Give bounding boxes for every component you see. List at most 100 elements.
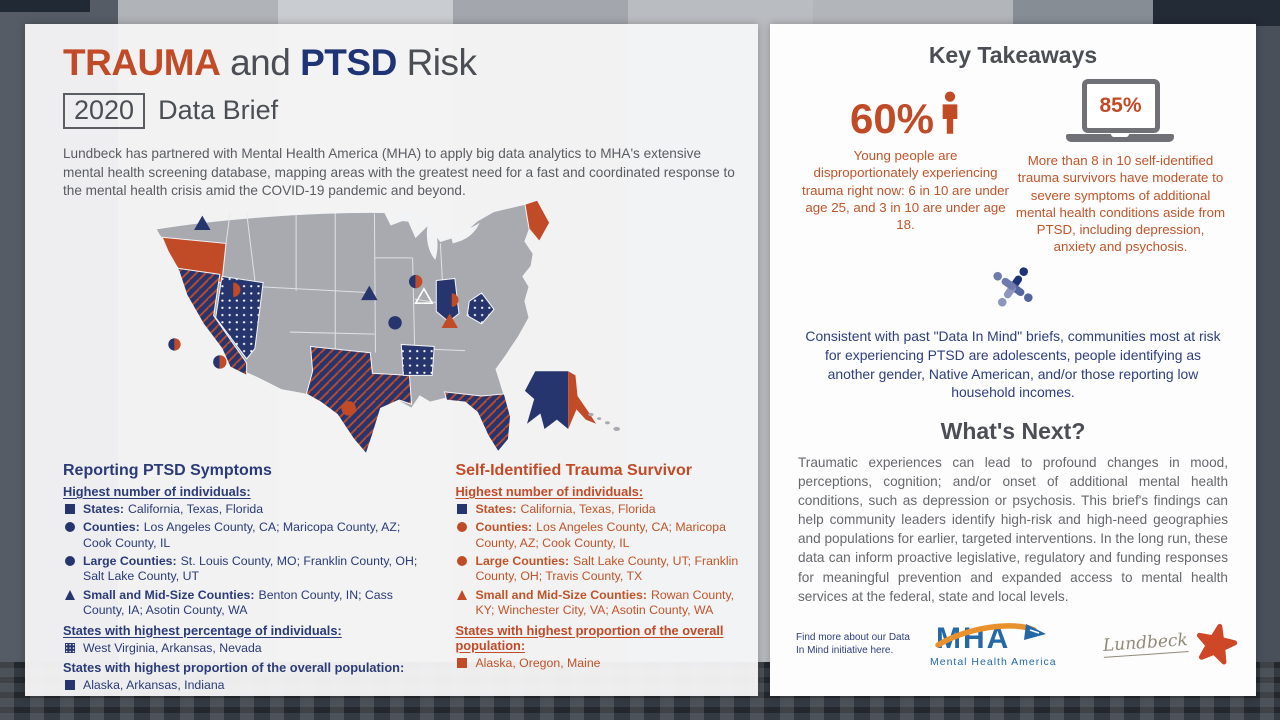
state-hawaii [588, 412, 620, 432]
right-panel: Key Takeaways 60% Young people are dispr… [770, 24, 1256, 696]
state-west-virginia [466, 292, 495, 325]
list-item: Counties: Los Angeles County, CA; Maricop… [63, 520, 430, 551]
section-title: Self-Identified Trauma Survivor [455, 462, 692, 479]
community-icon-wrap [798, 258, 1228, 319]
state-borders [225, 212, 466, 353]
key-takeaways-title: Key Takeaways [928, 42, 1098, 68]
item-text: California, Texas, Florida [520, 502, 656, 516]
lundbeck-logo-text: Lundbeck [1102, 630, 1189, 658]
state-alaska-navy [524, 371, 569, 429]
list-item: Large Counties: St. Louis County, MO; Fra… [63, 554, 430, 585]
list-item: Large Counties: Salt Lake County, UT; Fra… [455, 554, 744, 585]
intro-paragraph: Lundbeck has partnered with Mental Healt… [63, 145, 735, 199]
item-text: Los Angeles County, CA; Maricopa County,… [475, 520, 726, 550]
square-bullet-icon [457, 504, 468, 514]
stat-60-percent: 60% Young people are disproportionately … [798, 75, 1013, 233]
list-item: Counties: Los Angeles County, CA; Maricop… [455, 520, 744, 551]
stat-value: 85% [1099, 94, 1142, 117]
state-california [175, 267, 248, 377]
item-text: Los Angeles County, CA; Maricopa County,… [83, 520, 401, 550]
group-heading: States with highest proportion of the ov… [455, 622, 724, 653]
ptsd-symptoms-section: Reporting PTSD Symptoms Highest number o… [63, 462, 430, 696]
marker-st-louis-county-mo [388, 316, 402, 330]
state-texas [305, 345, 413, 455]
marker-rowan-county-ky [441, 313, 458, 328]
laptop-icon: 85% [1065, 79, 1176, 142]
group-heading: Highest number of individuals: [63, 484, 251, 499]
circle-bullet-icon [457, 522, 468, 533]
consistency-note: Consistent with past "Data In Mind" brie… [805, 327, 1221, 401]
whats-next-body: Traumatic experiences can lead to profou… [798, 455, 1228, 604]
stat-text: More than 8 in 10 self-identified trauma… [1015, 153, 1226, 255]
item-text: St. Louis County, MO; Franklin County, O… [83, 554, 418, 584]
list-item: Small and Mid-Size Counties: Rowan County… [455, 588, 744, 619]
marker-benton-county-in [414, 287, 434, 305]
us-map [123, 196, 663, 464]
year-badge: 2020 [63, 92, 146, 129]
list-item: States: California, Texas, Florida [455, 502, 744, 517]
section-title: Reporting PTSD Symptoms [63, 462, 272, 479]
list-item: Small and Mid-Size Counties: Benton Count… [63, 588, 430, 619]
triangle-bullet-icon [65, 589, 75, 600]
takeaway-stats: 60% Young people are disproportionately … [798, 75, 1228, 256]
map-legend-lists: Reporting PTSD Symptoms Highest number o… [63, 462, 744, 696]
square-bullet-icon [65, 504, 75, 514]
marker-travis-county-tx [341, 401, 356, 416]
stat-value: 60% [849, 95, 935, 143]
item-label: Small and Mid-Size Counties: [475, 587, 647, 602]
subtitle-label: Data Brief [158, 95, 279, 126]
marker-cass-county-ia [361, 285, 378, 301]
people-circle-icon [993, 267, 1033, 307]
item-text: California, Texas, Florida [128, 502, 264, 516]
item-text: Rowan County, KY; Winchester City, VA; A… [475, 587, 735, 618]
square-bullet-icon [457, 657, 468, 668]
item-label: Large Counties: [83, 554, 177, 569]
marker-los-angeles-county-ca [168, 338, 181, 351]
state-nevada [215, 275, 264, 360]
dotted-square-bullet-icon [65, 642, 75, 653]
trauma-survivor-section: Self-Identified Trauma Survivor Highest … [455, 462, 744, 696]
mha-logo-text: Mental Health America [930, 655, 1057, 668]
footer: Find more about our Data In Mind initiat… [796, 620, 1240, 668]
item-label: Counties: [83, 520, 140, 535]
page-title: TRAUMA and PTSD Risk [63, 42, 720, 83]
state-alaska-orange [568, 371, 597, 429]
item-label: Large Counties: [475, 554, 570, 569]
circle-bullet-icon [65, 556, 75, 567]
item-text: West Virginia, Arkansas, Nevada [83, 640, 262, 655]
marker-franklin-county-oh [445, 293, 459, 307]
circle-bullet-icon [65, 522, 75, 533]
us-map-svg [155, 199, 620, 455]
list-item: West Virginia, Arkansas, Nevada [63, 641, 430, 656]
title-and: and [220, 42, 301, 83]
title-trauma: TRAUMA [63, 42, 221, 83]
item-label: Small and Mid-Size Counties: [83, 587, 255, 602]
item-text: Alaska, Oregon, Maine [475, 655, 601, 670]
person-icon [942, 91, 958, 134]
lundbeck-logo: Lundbeck [1102, 620, 1240, 668]
stat-text: Young people are disproportionately expe… [802, 148, 1009, 233]
item-text: Salt Lake County, UT; Franklin County, O… [475, 554, 739, 584]
mha-logo: MHA Mental Health America [930, 621, 1057, 668]
subtitle: 2020 Data Brief [63, 92, 720, 129]
list-item: Alaska, Oregon, Maine [455, 656, 744, 671]
group-heading: Highest number of individuals: [455, 484, 644, 499]
stat-85-percent: 85% More than 8 in 10 self-identified tr… [1013, 75, 1228, 256]
marker-asotin-county-wa [194, 215, 211, 231]
whats-next-title: What's Next? [940, 418, 1086, 445]
great-lakes [395, 212, 480, 260]
title-ptsd: PTSD [300, 42, 397, 83]
find-more-link[interactable]: Find more about our Data In Mind initiat… [796, 632, 910, 656]
item-text: Benton County, IN; Cass County, IA; Asot… [83, 587, 393, 618]
group-heading: States with highest percentage of indivi… [63, 622, 342, 638]
dark-corner [1153, 0, 1280, 26]
marker-cook-county-il [408, 274, 423, 289]
left-panel: TRAUMA and PTSD Risk 2020 Data Brief Lun… [25, 24, 758, 696]
circle-bullet-icon [457, 556, 468, 567]
item-label: Counties: [475, 520, 533, 535]
marker-salt-lake-county-ut [226, 282, 241, 298]
mha-logo-icon: MHA [935, 622, 1047, 655]
square-bullet-icon [65, 679, 75, 690]
list-item: States: California, Texas, Florida [63, 502, 430, 517]
triangle-bullet-icon [457, 589, 468, 600]
